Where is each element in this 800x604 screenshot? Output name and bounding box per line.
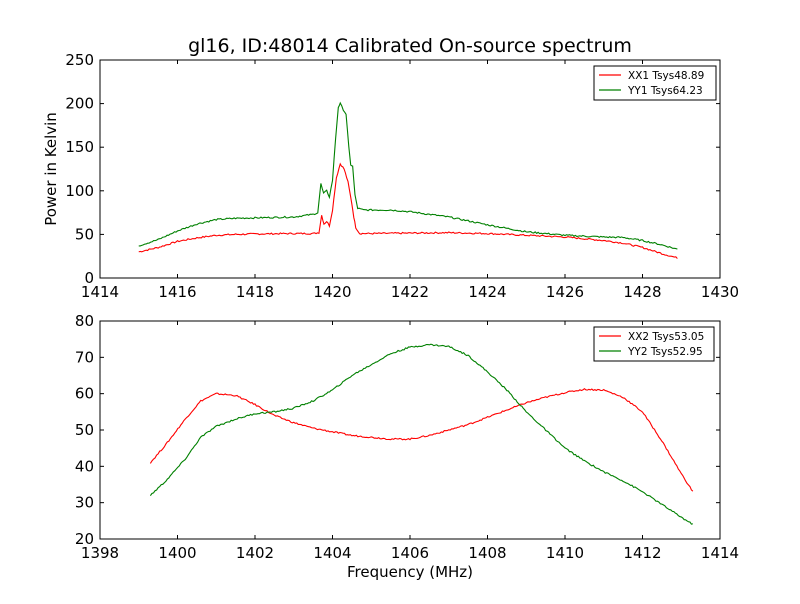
legend: XX1 Tsys48.89 YY1 Tsys64.23 [593,65,717,101]
legend-box [593,326,715,362]
figure-title: gl16, ID:48014 Calibrated On-source spec… [188,35,632,57]
y-axis-label: Power in Kelvin [42,112,60,226]
legend-entry: YY1 Tsys64.23 [627,85,703,97]
x-tick-label: 1426 [546,283,584,301]
x-tick-label: 1420 [313,283,351,301]
series-line-xx [138,162,678,259]
legend-entry: XX2 Tsys53.05 [628,331,704,343]
legend: XX2 Tsys53.05 YY2 Tsys52.95 [593,326,715,362]
x-tick-label: 1418 [236,283,274,301]
series-line-yy [138,101,678,250]
y-tick-label: 50 [75,421,94,439]
y-tick-label: 70 [75,348,94,366]
x-tick-label: 1400 [158,544,196,562]
x-tick-label: 1404 [313,544,351,562]
x-tick-label: 1402 [236,544,274,562]
legend-box [593,65,717,101]
x-tick-label: 1398 [81,544,119,562]
x-tick-label: 1424 [468,283,506,301]
y-tick-label: 20 [75,530,94,548]
x-tick-label: 1430 [701,283,739,301]
y-tick-label: 80 [75,312,94,330]
y-tick-label: 30 [75,494,94,512]
x-axis-label: Frequency (MHz) [347,563,473,581]
x-tick-label: 1412 [623,544,661,562]
x-tick-label: 1406 [391,544,429,562]
bottom-panel: 1398 1400 1402 1404 1406 1408 1410 1412 1414 20 30… [75,312,739,562]
y-tick-label: 100 [65,182,94,200]
x-tick-label: 1422 [391,283,429,301]
legend-entry: XX1 Tsys48.89 [628,70,704,82]
y-tick-label: 200 [65,95,94,113]
x-tick-label: 1408 [468,544,506,562]
y-tick-label: 60 [75,385,94,403]
y-tick-label: 50 [75,225,94,243]
y-tick-label: 40 [75,457,94,475]
x-tick-label: 1414 [81,283,119,301]
y-tick-label: 0 [84,269,94,287]
x-tick-label: 1410 [546,544,584,562]
y-tick-label: 150 [65,138,94,156]
y-tick-label: 250 [65,51,94,69]
top-panel: 1414 1416 1418 1420 1422 1424 1426 1428 1430 0 50 1… [65,51,739,301]
series-line-xx [149,387,694,492]
series-line-yy [149,343,694,525]
legend-entry: YY2 Tsys52.95 [627,346,703,358]
x-tick-label: 1428 [623,283,661,301]
x-tick-label: 1414 [701,544,739,562]
x-tick-label: 1416 [158,283,196,301]
